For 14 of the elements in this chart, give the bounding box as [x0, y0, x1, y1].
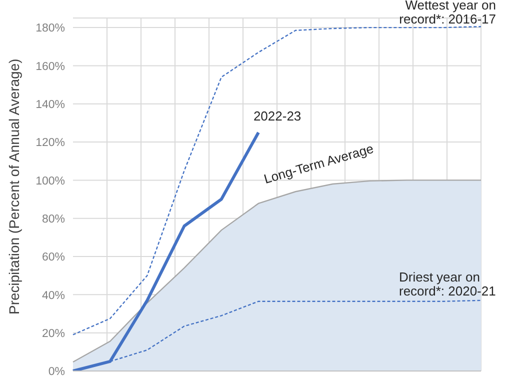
series-label: 2022-23	[253, 108, 302, 124]
y-tick-label: 100%	[36, 175, 65, 188]
y-tick-label: 140%	[36, 98, 65, 111]
y-axis-title: Precipitation (Percent of Annual Average)	[6, 58, 22, 314]
y-tick-label: 160%	[36, 60, 65, 73]
y-tick-label: 80%	[42, 213, 65, 226]
y-tick-label: 120%	[36, 137, 65, 150]
y-tick-label: 0%	[48, 366, 65, 378]
y-tick-label: 20%	[42, 328, 65, 340]
series-label: Driest year on record*: 2020-21	[399, 269, 496, 298]
y-tick-label: 180%	[36, 22, 65, 35]
series-label: Wettest year on record*: 2016-17	[399, 0, 496, 27]
y-tick-label: 60%	[42, 252, 65, 264]
y-tick-label: 40%	[42, 290, 65, 302]
